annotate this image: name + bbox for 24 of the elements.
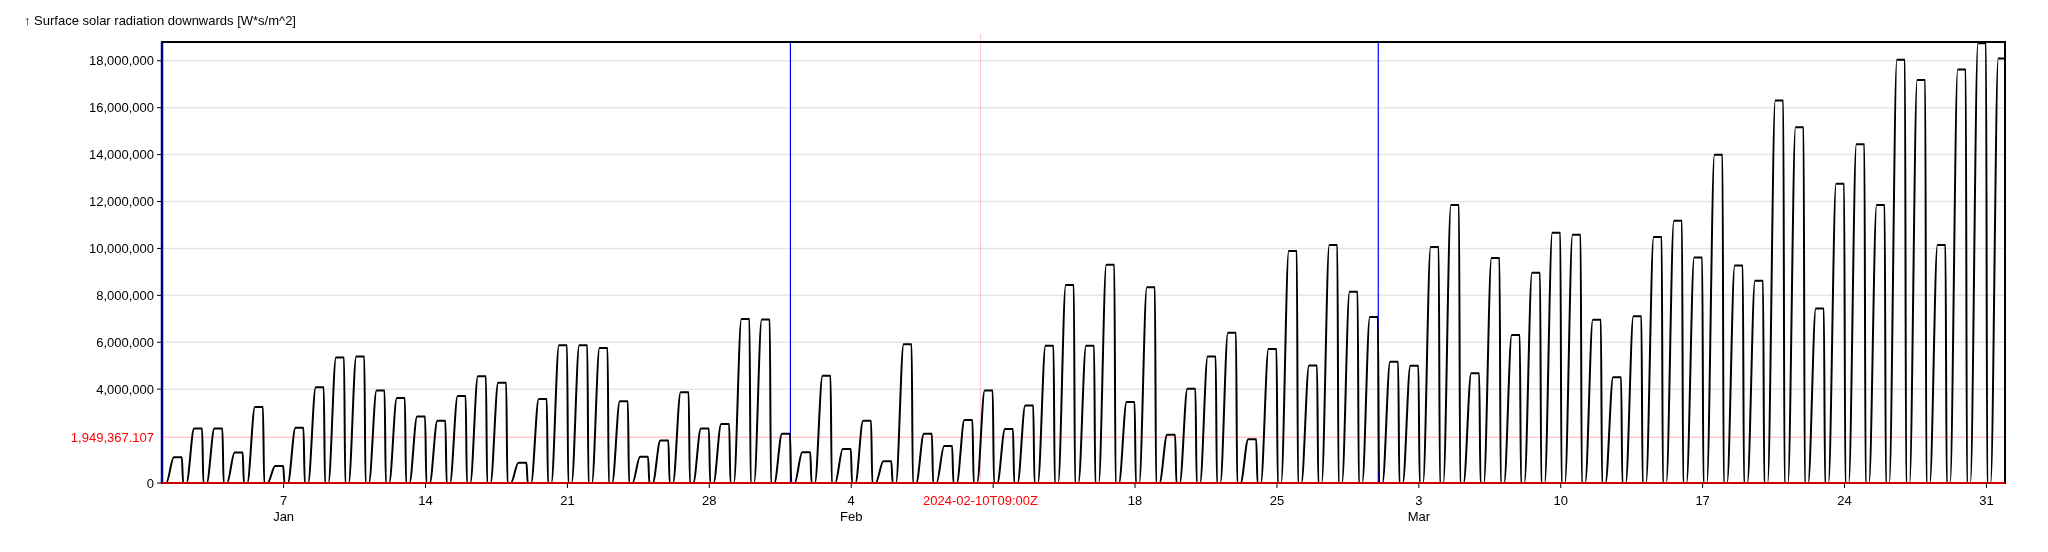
x-tick-label: 17: [1695, 493, 1710, 508]
x-tick-label: 14: [418, 493, 433, 508]
y-tick-label: 4,000,000: [96, 381, 154, 397]
x-tick-label: 18: [1127, 493, 1143, 508]
y-tick-label: 12,000,000: [88, 194, 154, 210]
x-tick-label: 21: [560, 493, 575, 508]
y-tick-label: 18,000,000: [88, 53, 154, 69]
y-tick-label: 10,000,000: [88, 240, 154, 256]
x-tick-label: 10: [1553, 493, 1568, 508]
y-tick-label: 14,000,000: [88, 147, 154, 163]
y-tick-label: 8,000,000: [96, 287, 154, 303]
x-tick-label: 24: [1837, 493, 1852, 508]
x-tick-label: 4 Feb: [840, 493, 863, 524]
x-tick-label: 25: [1269, 493, 1285, 508]
x-tick-label: 3 Mar: [1407, 493, 1431, 524]
ref-line-label: 1,949,367.107: [70, 429, 154, 445]
x-tick-label: 28: [702, 493, 717, 508]
y-tick-label: 0: [146, 475, 154, 491]
ref-line-label: 2024-02-10T09:00Z: [922, 493, 1038, 508]
y-tick-label: 6,000,000: [96, 334, 154, 350]
x-tick-label: 31: [1979, 493, 1994, 508]
y-axis-title: ↑ Surface solar radiation downwards [W*s/m^2]: [24, 13, 296, 28]
y-tick-label: 16,000,000: [88, 100, 154, 116]
x-tick-label: 7 Jan: [273, 493, 295, 524]
